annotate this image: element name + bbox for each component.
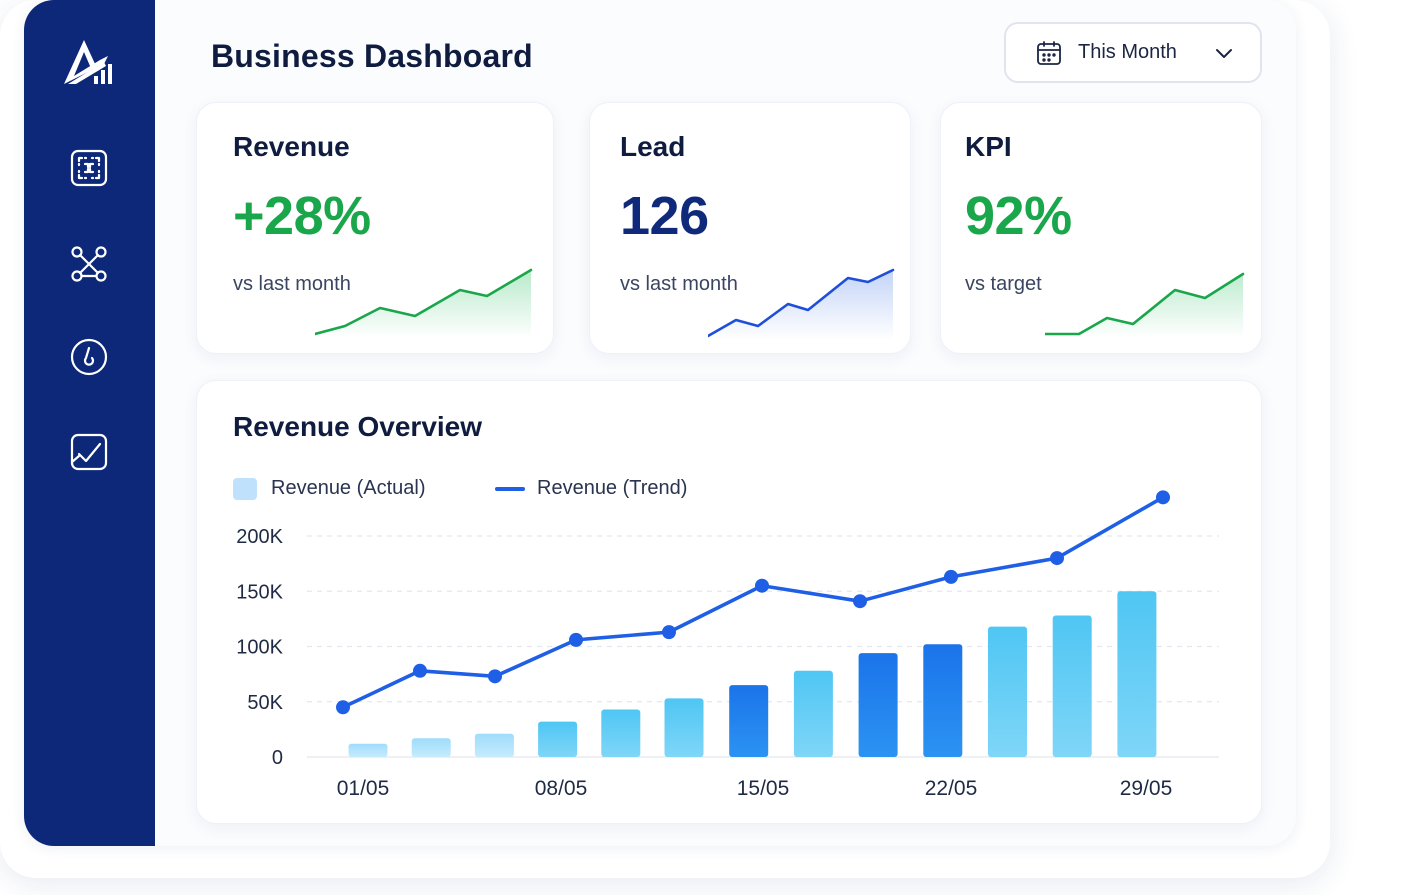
kpi-subtitle: vs target — [965, 273, 1042, 295]
trend-point[interactable] — [569, 632, 583, 647]
trend-point[interactable] — [853, 594, 867, 609]
trend-point[interactable] — [662, 625, 676, 640]
bar-revenue-actual[interactable] — [1117, 591, 1157, 757]
revenue-overview-card: Revenue Overview Revenue (Actual) Revenu… — [196, 380, 1262, 824]
page-title: Business Dashboard — [211, 38, 533, 74]
y-tick-label: 100K — [236, 637, 283, 659]
network-icon — [71, 246, 107, 282]
logo-icon[interactable] — [60, 36, 118, 88]
trend-point[interactable] — [488, 669, 502, 684]
kpi-title: Revenue — [233, 131, 350, 162]
trend-point[interactable] — [755, 578, 769, 593]
revenue-overview-chart: 200K 150K 100K 50K 0 01/05 08/05 15/05 22/05 29/0… — [236, 490, 1219, 800]
legend-label-trend: Revenue (Trend) — [537, 477, 688, 499]
bar-revenue-actual[interactable] — [923, 644, 963, 757]
lead-sparkline — [708, 268, 895, 340]
bar-revenue-actual[interactable] — [729, 685, 769, 757]
sidebar-item-tasks[interactable] — [68, 431, 110, 473]
sidebar-item-dashboard[interactable] — [68, 147, 110, 189]
sidebar-item-timer[interactable] — [68, 336, 110, 378]
chart-title: Revenue Overview — [233, 411, 483, 442]
kpi-sparkline — [1045, 272, 1245, 338]
bar-revenue-actual[interactable] — [793, 670, 833, 757]
legend-item-trend[interactable]: Revenue (Trend) — [495, 477, 687, 500]
y-tick-label: 0 — [272, 747, 283, 769]
trend-point[interactable] — [1050, 551, 1064, 566]
y-tick-label: 50K — [247, 692, 283, 714]
bar-revenue-actual[interactable] — [411, 738, 451, 757]
kpi-subtitle: vs last month — [233, 273, 351, 295]
dashboard-window: Business Dashboard This Month Revenue +2… — [24, 0, 1296, 846]
legend-swatch-actual — [233, 477, 257, 500]
x-tick-label: 29/05 — [1120, 777, 1173, 800]
x-tick-label: 22/05 — [925, 777, 978, 800]
kpi-title: Lead — [620, 131, 686, 162]
bar-revenue-actual[interactable] — [474, 733, 514, 757]
legend-label-actual: Revenue (Actual) — [271, 477, 426, 499]
y-tick-label: 150K — [236, 581, 283, 603]
bar-revenue-actual[interactable] — [858, 653, 898, 757]
trend-point[interactable] — [413, 663, 427, 678]
kpi-value: 126 — [620, 186, 709, 246]
period-select[interactable]: This Month — [1004, 22, 1262, 83]
sidebar-item-network[interactable] — [68, 243, 110, 285]
bar-revenue-actual[interactable] — [988, 626, 1027, 757]
bar-revenue-actual[interactable] — [348, 743, 388, 757]
x-tick-label: 01/05 — [337, 777, 390, 800]
legend-swatch-trend — [495, 486, 525, 491]
bar-revenue-actual[interactable] — [601, 709, 641, 757]
sidebar — [24, 0, 155, 846]
trend-point[interactable] — [944, 569, 958, 584]
main-content: Business Dashboard This Month Revenue +2… — [155, 0, 1296, 846]
kpi-card-revenue[interactable]: Revenue +28% vs last month — [196, 102, 554, 354]
kpi-value: +28% — [233, 186, 371, 246]
chevron-down-icon — [1216, 49, 1232, 58]
bar-revenue-actual[interactable] — [538, 721, 578, 757]
calendar-icon — [1037, 40, 1061, 65]
kpi-title: KPI — [965, 131, 1012, 162]
kpi-subtitle: vs last month — [620, 273, 738, 295]
trend-point[interactable] — [1156, 490, 1170, 505]
revenue-sparkline — [315, 268, 533, 338]
x-tick-label: 15/05 — [737, 777, 790, 800]
x-tick-label: 08/05 — [535, 777, 588, 800]
period-select-label: This Month — [1078, 41, 1177, 63]
trend-line — [341, 495, 1165, 710]
y-tick-label: 200K — [236, 526, 283, 548]
legend-item-actual[interactable]: Revenue (Actual) — [233, 477, 426, 500]
kpi-card-target[interactable]: KPI 92% vs target — [940, 102, 1262, 354]
bar-revenue-actual[interactable] — [1052, 615, 1092, 757]
kpi-value: 92% — [965, 186, 1072, 246]
kpi-card-lead[interactable]: Lead 126 vs last month — [589, 102, 911, 354]
dashboard-grid-icon — [70, 149, 108, 187]
timer-icon — [70, 338, 108, 376]
check-chart-icon — [70, 433, 108, 471]
trend-point[interactable] — [336, 700, 350, 715]
bar-revenue-actual[interactable] — [664, 698, 704, 757]
